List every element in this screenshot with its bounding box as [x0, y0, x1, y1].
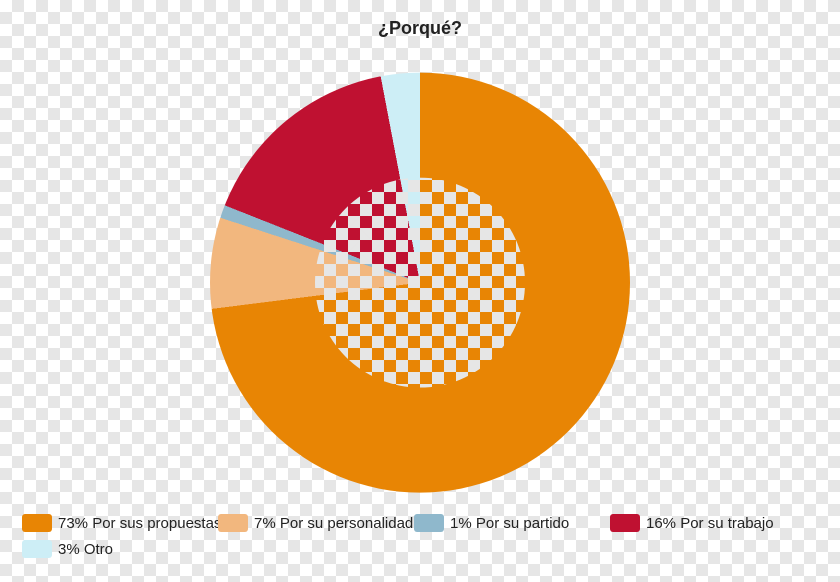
legend-swatch	[22, 540, 52, 558]
legend-label: 3% Otro	[58, 541, 113, 558]
chart-title: ¿Porqué?	[0, 18, 840, 39]
legend-item: 1% Por su partido	[414, 514, 610, 532]
legend-item: 3% Otro	[22, 540, 218, 558]
donut-chart	[210, 73, 630, 493]
legend-label: 73% Por sus propuestas	[58, 515, 218, 532]
legend-item: 7% Por su personalidad	[218, 514, 414, 532]
chart-stage: ¿Porqué? 73% Por sus propuestas 7% Por s…	[0, 0, 840, 582]
legend-swatch	[22, 514, 52, 532]
legend: 73% Por sus propuestas 7% Por su persona…	[22, 514, 818, 558]
legend-label: 1% Por su partido	[450, 515, 569, 532]
legend-item: 73% Por sus propuestas	[22, 514, 218, 532]
legend-swatch	[414, 514, 444, 532]
legend-swatch	[610, 514, 640, 532]
legend-label: 7% Por su personalidad	[254, 515, 413, 532]
legend-swatch	[218, 514, 248, 532]
legend-label: 16% Por su trabajo	[646, 515, 774, 532]
donut-hole	[315, 178, 525, 388]
donut-ring	[210, 73, 630, 493]
legend-item: 16% Por su trabajo	[610, 514, 806, 532]
